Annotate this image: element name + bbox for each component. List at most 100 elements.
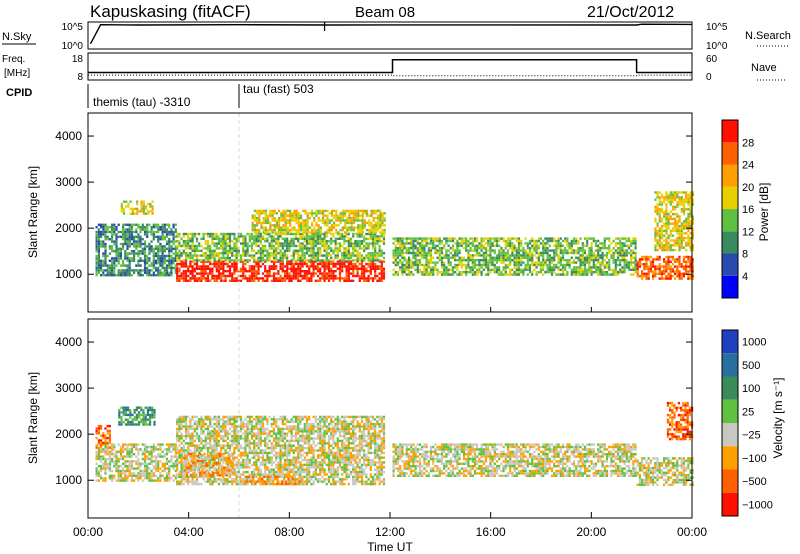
power-cell xyxy=(139,259,142,262)
power-cell xyxy=(195,265,199,268)
power-cell xyxy=(652,263,655,266)
velocity-cell xyxy=(149,408,152,412)
velocity-cell xyxy=(182,449,185,452)
power-cell xyxy=(366,228,369,232)
power-cell xyxy=(414,244,417,247)
power-cell xyxy=(590,259,593,262)
power-cell xyxy=(152,250,155,253)
power-cell xyxy=(379,224,382,227)
velocity-cell xyxy=(130,455,133,458)
power-cell xyxy=(511,273,514,276)
power-cell xyxy=(434,249,437,252)
power-cell xyxy=(165,233,169,236)
power-cell xyxy=(568,244,571,247)
power-cell xyxy=(660,246,664,249)
power-cell xyxy=(630,263,633,267)
power-cell xyxy=(436,244,439,247)
power-cell xyxy=(412,256,415,259)
power-cell xyxy=(191,240,194,243)
power-cell xyxy=(242,277,245,280)
power-cell xyxy=(616,242,620,245)
power-cell xyxy=(687,241,690,245)
power-cell xyxy=(312,242,315,245)
power-cell xyxy=(381,219,384,222)
power-cell xyxy=(544,251,547,255)
power-cell xyxy=(303,274,306,278)
power-cell xyxy=(680,203,683,206)
power-cell xyxy=(575,237,578,240)
velocity-cell xyxy=(176,463,179,467)
power-cell xyxy=(359,226,362,229)
power-cell xyxy=(349,262,353,266)
power-cell xyxy=(209,256,212,260)
power-cell xyxy=(176,277,179,280)
power-cell xyxy=(286,242,289,245)
power-cell xyxy=(517,263,521,267)
power-cell xyxy=(588,263,591,267)
power-cell xyxy=(286,277,289,280)
power-cell xyxy=(376,256,379,260)
power-cell xyxy=(460,271,463,274)
power-cell xyxy=(619,268,622,271)
power-cell xyxy=(323,254,326,257)
power-cell xyxy=(579,237,582,240)
power-cell xyxy=(137,245,140,248)
power-cell xyxy=(561,268,565,271)
power-cell xyxy=(371,256,375,260)
power-cell xyxy=(330,242,333,245)
power-cell xyxy=(305,274,309,278)
power-cell xyxy=(348,219,351,222)
power-cell xyxy=(235,259,238,262)
power-cell xyxy=(152,230,155,234)
power-cell xyxy=(104,257,107,260)
power-cell xyxy=(680,191,683,194)
power-cell xyxy=(102,262,105,265)
power-cell xyxy=(669,217,672,221)
power-cell xyxy=(352,265,355,268)
velocity-cell xyxy=(128,450,131,453)
power-cell xyxy=(176,267,179,270)
power-cell xyxy=(326,216,329,220)
velocity-cell xyxy=(176,482,179,486)
velocity-cell xyxy=(128,465,131,468)
power-cell xyxy=(310,259,313,262)
power-cell xyxy=(423,256,426,259)
power-cell xyxy=(347,237,350,240)
power-cell xyxy=(256,221,259,225)
power-cell xyxy=(361,212,364,215)
power-cell xyxy=(200,249,203,252)
power-cell xyxy=(401,268,404,271)
power-cell xyxy=(139,228,142,231)
power-cell xyxy=(180,272,183,275)
power-cell xyxy=(557,247,560,250)
power-cell xyxy=(211,240,214,243)
power-cell xyxy=(526,251,529,255)
power-cell xyxy=(220,247,223,250)
power-cell xyxy=(255,244,258,248)
power-cell xyxy=(279,244,282,248)
velocity-cell xyxy=(113,477,116,480)
power-cell xyxy=(226,232,229,236)
power-cell xyxy=(317,231,320,234)
power-cell xyxy=(605,271,609,274)
power-cell xyxy=(306,216,309,220)
power-cell xyxy=(515,263,518,267)
power-cell xyxy=(176,259,179,262)
power-cell xyxy=(117,271,120,274)
power-cell xyxy=(663,258,666,261)
power-cell xyxy=(691,277,694,280)
power-cell xyxy=(325,249,328,252)
power-cell xyxy=(289,224,292,227)
power-cell xyxy=(271,209,274,213)
power-cell xyxy=(288,274,291,278)
power-cell xyxy=(504,251,507,255)
cpid-segment-1: themis (tau) -3310 xyxy=(93,95,191,109)
velocity-cell xyxy=(127,413,130,417)
power-cell xyxy=(687,198,690,201)
power-cell xyxy=(410,251,413,255)
power-cell xyxy=(135,230,138,234)
power-cell xyxy=(97,238,100,241)
velocity-cell xyxy=(133,467,136,470)
power-cell xyxy=(663,234,666,237)
power-cell xyxy=(425,242,428,245)
